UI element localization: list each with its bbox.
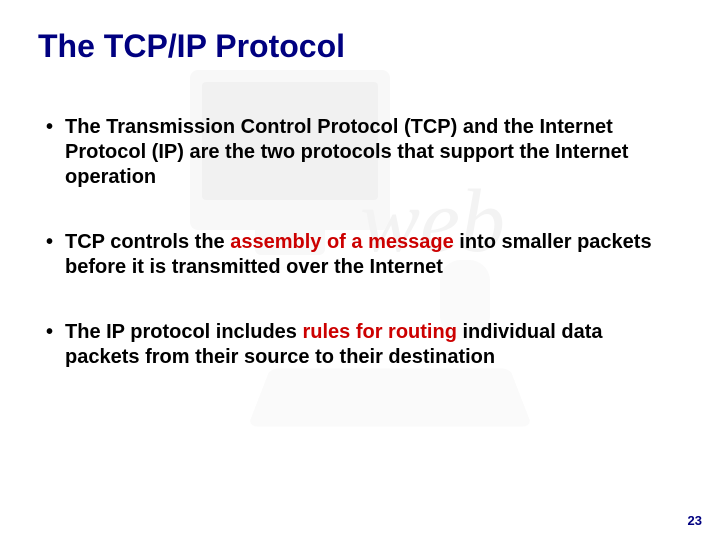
bullet-item: • The IP protocol includes rules for rou… bbox=[38, 320, 670, 370]
bullet-marker: • bbox=[46, 230, 53, 255]
bullet-marker: • bbox=[46, 115, 53, 140]
highlighted-text: rules for routing bbox=[302, 321, 456, 343]
bullet-marker: • bbox=[46, 320, 53, 345]
page-number: 23 bbox=[688, 513, 702, 528]
bullet-text: TCP controls the assembly of a message i… bbox=[65, 230, 670, 280]
highlighted-text: assembly of a message bbox=[230, 231, 453, 253]
bullet-item: • TCP controls the assembly of a message… bbox=[38, 230, 670, 280]
bullet-item: • The Transmission Control Protocol (TCP… bbox=[38, 115, 670, 190]
content-area: • The Transmission Control Protocol (TCP… bbox=[38, 115, 670, 410]
bullet-text: The Transmission Control Protocol (TCP) … bbox=[65, 115, 670, 190]
slide-title: The TCP/IP Protocol bbox=[38, 28, 345, 65]
bullet-text: The IP protocol includes rules for routi… bbox=[65, 320, 670, 370]
